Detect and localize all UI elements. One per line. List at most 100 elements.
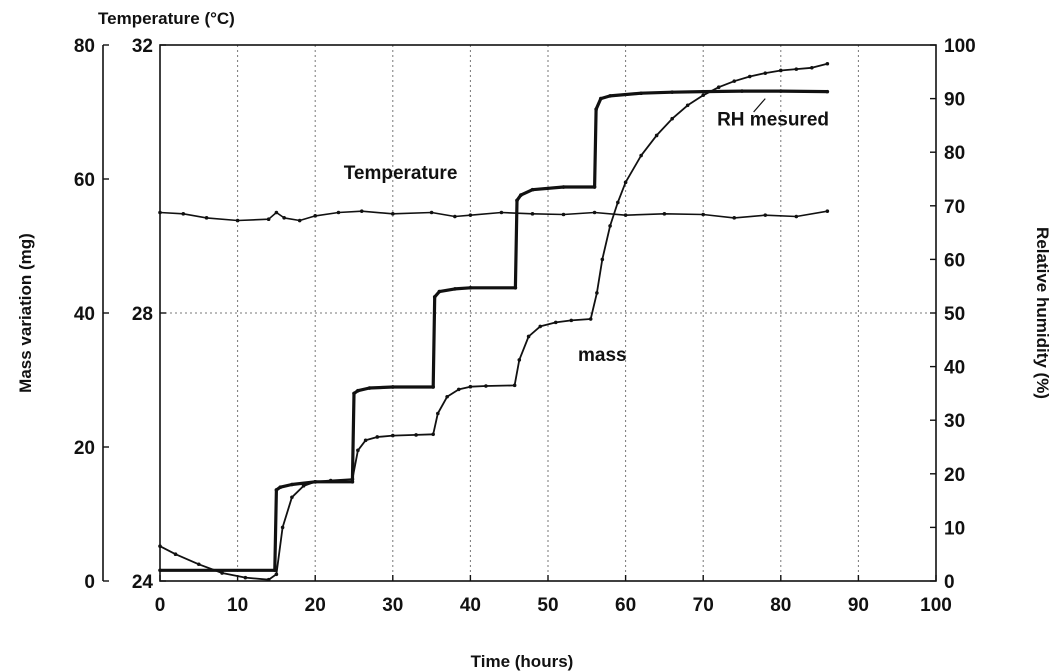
rh-tick-label: 100 — [944, 36, 976, 57]
data-point-temperature — [561, 212, 566, 217]
data-point-mass — [608, 224, 612, 228]
x-axis-title: Time (hours) — [471, 652, 574, 671]
rh-tick-label: 20 — [944, 465, 965, 486]
temperature-tick-label: 32 — [132, 36, 153, 57]
data-point-rh — [592, 185, 597, 189]
rh-tick-label: 50 — [944, 304, 965, 325]
data-point-temperature — [794, 214, 799, 219]
data-point-temperature — [623, 213, 628, 217]
data-point-rh — [352, 391, 356, 396]
rh-tick-label: 80 — [944, 143, 965, 164]
rh-tick-label: 40 — [944, 358, 965, 379]
data-point-rh — [740, 89, 744, 93]
x-tick-label: 0 — [155, 595, 166, 616]
rh-tick-label: 30 — [944, 411, 965, 432]
data-point-mass — [328, 478, 333, 483]
data-point-temperature — [530, 212, 535, 216]
temperature-tick-label: 24 — [132, 572, 154, 593]
data-point-mass — [197, 562, 201, 567]
data-point-mass — [313, 480, 318, 484]
data-point-temperature — [274, 210, 279, 215]
data-point-mass — [456, 387, 461, 392]
mass-tick-label: 0 — [84, 572, 95, 593]
data-point-rh — [519, 193, 523, 197]
data-point-rh — [437, 289, 442, 294]
data-point-rh — [432, 295, 437, 299]
rh-axis-title: Relative humidity (%) — [1033, 227, 1049, 399]
data-point-temperature — [359, 209, 364, 213]
data-point-mass — [356, 448, 360, 453]
data-point-temperature — [158, 210, 162, 215]
data-point-mass — [763, 71, 768, 75]
rh-tick-label: 10 — [944, 518, 965, 539]
annotations: RH mesured Temperature mass — [344, 98, 829, 366]
series-line-mass — [159, 62, 828, 581]
x-tick-label: 40 — [460, 595, 481, 616]
data-point-temperature — [763, 213, 768, 217]
series-layer — [158, 61, 830, 582]
grid — [160, 45, 936, 581]
data-point-rh — [561, 185, 566, 189]
data-point-mass — [468, 384, 473, 389]
data-point-rh — [431, 385, 435, 389]
data-point-mass — [280, 525, 285, 530]
mass-tick-label: 40 — [74, 304, 95, 325]
data-point-temperature — [297, 218, 302, 223]
data-point-rh — [391, 385, 395, 389]
data-point-mass — [794, 67, 799, 71]
annotation-label: mass — [578, 345, 627, 366]
data-point-mass — [391, 433, 395, 438]
data-point-rh — [468, 286, 473, 290]
rh-tick-label: 90 — [944, 90, 965, 111]
data-point-rh — [598, 96, 603, 101]
data-point-mass — [747, 74, 752, 79]
x-tick-label: 50 — [537, 595, 558, 616]
data-point-mass — [810, 65, 814, 70]
data-point-mass — [301, 484, 306, 488]
data-point-mass — [363, 438, 368, 443]
data-point-mass — [595, 291, 599, 295]
annotation-label: RH mesured — [717, 109, 829, 130]
data-point-mass — [716, 85, 721, 90]
data-point-rh — [278, 485, 283, 490]
data-point-mass — [274, 572, 279, 577]
temperature-tick-label: 28 — [132, 304, 153, 325]
data-point-mass — [825, 61, 830, 66]
x-tick-label: 30 — [382, 595, 403, 616]
x-tick-label: 60 — [615, 595, 636, 616]
data-point-mass — [436, 411, 440, 416]
data-point-temperature — [266, 217, 271, 221]
data-point-temperature — [282, 216, 286, 220]
mass-tick-label: 80 — [74, 36, 95, 57]
x-tick-label: 100 — [920, 595, 952, 616]
data-point-mass — [375, 435, 380, 439]
data-point-mass — [173, 552, 178, 556]
data-point-mass — [654, 133, 659, 138]
data-point-mass — [639, 153, 643, 158]
x-tick-label: 10 — [227, 595, 248, 616]
annotation-leader — [753, 98, 766, 113]
data-point-rh — [639, 91, 643, 96]
rh-tick-label: 60 — [944, 250, 965, 271]
data-point-mass — [350, 477, 355, 481]
tick-labels: 0 10 20 30 40 50 60 70 80 90 100020406080242832010… — [74, 36, 976, 616]
data-point-rh — [158, 568, 162, 573]
data-point-rh — [670, 90, 674, 94]
data-point-mass — [569, 318, 574, 323]
data-point-rh — [779, 89, 783, 93]
x-tick-label: 80 — [770, 595, 791, 616]
data-point-rh — [530, 187, 535, 192]
data-point-mass — [623, 180, 628, 185]
data-point-temperature — [235, 218, 240, 223]
mass-tick-label: 60 — [74, 170, 95, 191]
data-point-rh — [453, 287, 457, 291]
temperature-axis-title: Temperature (°C) — [98, 9, 235, 28]
data-point-temperature — [391, 212, 395, 216]
data-point-temperature — [592, 210, 597, 215]
data-point-mass — [431, 432, 435, 437]
data-point-mass — [553, 320, 558, 325]
data-point-temperature — [204, 216, 209, 220]
data-point-rh — [594, 107, 598, 112]
data-point-mass — [220, 571, 224, 575]
mass-axis-title: Mass variation (mg) — [16, 233, 35, 393]
